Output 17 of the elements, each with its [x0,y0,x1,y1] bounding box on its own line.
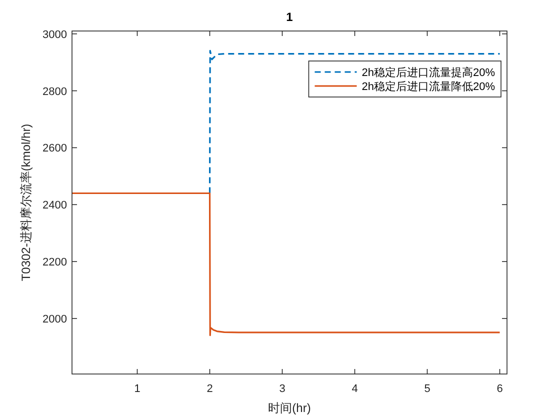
ylabel: T0302-进料摩尔流率(kmol/hr) [19,124,33,282]
xtick: 2 [206,383,213,395]
xtick: 4 [352,383,358,395]
ytick: 2600 [42,142,67,155]
xtick: 1 [134,383,140,395]
xtick: 5 [424,383,430,395]
ytick: 2400 [42,200,67,212]
ytick: 2800 [42,86,67,98]
xtick: 3 [279,383,286,395]
xtick: 6 [496,383,503,395]
ytick: 3000 [42,28,67,41]
xlabel: 时间(hr) [268,401,311,415]
legend-label: 2h稳定后进口流量降低20% [362,80,496,93]
title: 1 [286,10,293,24]
legend-label: 2h稳定后进口流量提高20% [362,66,496,79]
ytick: 2200 [42,256,67,269]
ytick: 2000 [42,314,67,326]
